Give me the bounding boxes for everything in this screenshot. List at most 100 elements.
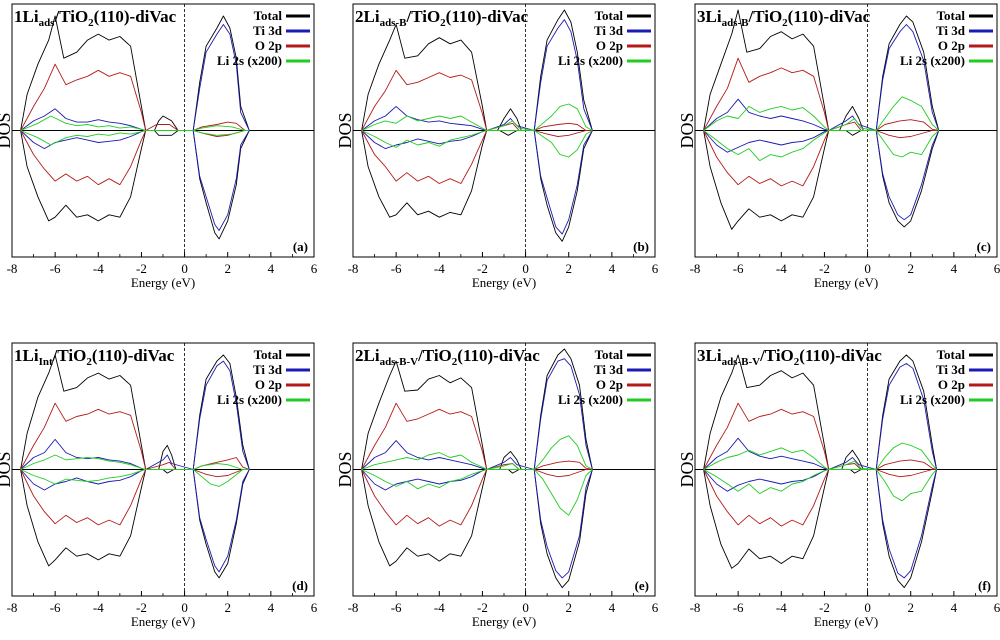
x-tick-label: 6 bbox=[652, 261, 659, 276]
series-li-2s-down bbox=[20, 469, 250, 487]
panel-title: 3Liads-B-V/TiO2(110)-diVac bbox=[697, 346, 882, 368]
legend-label: O 2p bbox=[596, 38, 623, 53]
x-tick-label: 6 bbox=[994, 600, 1000, 615]
title-sub2: 2 bbox=[88, 17, 94, 29]
series-ti-3d-up bbox=[20, 360, 250, 470]
title-middle: /TiO bbox=[747, 7, 782, 26]
legend-label: Li 2s (x200) bbox=[558, 392, 623, 407]
panel-letter: (b) bbox=[633, 239, 649, 254]
title-prefix: 2Li bbox=[355, 7, 380, 26]
x-tick-label: 6 bbox=[311, 600, 318, 615]
legend-label: O 2p bbox=[938, 377, 965, 392]
title-suffix: (110)-diVac bbox=[94, 7, 177, 26]
panel-title: 1Liads/TiO2(110)-diVac bbox=[14, 7, 177, 29]
series-li-2s-up bbox=[20, 454, 250, 470]
series-ti-3d-up bbox=[703, 363, 938, 470]
x-tick-label: -2 bbox=[819, 600, 830, 615]
x-tick-label: -4 bbox=[434, 261, 445, 276]
title-prefix: 1Li bbox=[14, 7, 39, 26]
x-tick-label: 6 bbox=[994, 261, 1000, 276]
x-tick-label: -2 bbox=[136, 600, 147, 615]
x-tick-label: 0 bbox=[864, 261, 871, 276]
x-tick-label: -2 bbox=[819, 261, 830, 276]
series-li-2s-down bbox=[703, 130, 940, 162]
x-axis-label: Energy (eV) bbox=[814, 275, 878, 290]
series-total-undefined-down bbox=[703, 130, 940, 230]
x-tick-label: 4 bbox=[609, 600, 616, 615]
series-total-undefined-down bbox=[703, 469, 938, 589]
x-tick-label: 2 bbox=[907, 600, 914, 615]
series-ti-3d-down bbox=[703, 469, 938, 579]
title-prefix: 3Li bbox=[697, 7, 722, 26]
title-suffix: (110)-diVac bbox=[92, 346, 175, 365]
series-li-2s-up bbox=[20, 115, 250, 131]
title-middle: /TiO bbox=[759, 346, 794, 365]
x-tick-label: 6 bbox=[311, 261, 318, 276]
series-o-2p-up bbox=[361, 402, 593, 470]
x-tick-label: -2 bbox=[136, 261, 147, 276]
series-total-undefined-up bbox=[20, 15, 250, 131]
series-total-undefined-down bbox=[361, 469, 593, 589]
legend-label: Total bbox=[254, 347, 283, 362]
series-total-undefined-up bbox=[20, 354, 250, 470]
series-li-2s-up bbox=[361, 103, 593, 131]
x-tick-label: 4 bbox=[951, 261, 958, 276]
legend-label: Total bbox=[595, 347, 624, 362]
x-axis-label: Energy (eV) bbox=[472, 614, 536, 629]
x-tick-label: -4 bbox=[776, 600, 787, 615]
legend-label: Ti 3d bbox=[936, 362, 966, 377]
x-tick-label: 4 bbox=[609, 261, 616, 276]
title-prefix: 1Li bbox=[14, 346, 39, 365]
x-tick-label: 0 bbox=[181, 261, 188, 276]
dos-panel-e: -8 -6 -4 -2 0 2 4 6 Energy (eV) DOS 2Liads-B-V/TiO… bbox=[335, 342, 659, 629]
x-tick-label: -2 bbox=[477, 261, 488, 276]
x-tick-label: -8 bbox=[348, 600, 359, 615]
x-tick-label: 2 bbox=[224, 261, 231, 276]
series-li-2s-up bbox=[361, 435, 593, 470]
x-tick-label: -4 bbox=[776, 261, 787, 276]
series-li-2s-up bbox=[703, 442, 937, 470]
legend-label: Ti 3d bbox=[253, 23, 283, 38]
title-suffix: (110)-diVac bbox=[799, 346, 882, 365]
legend-label: O 2p bbox=[596, 377, 623, 392]
series-o-2p-down bbox=[361, 130, 593, 184]
series-total-undefined-down bbox=[361, 130, 593, 242]
panel-letter: (e) bbox=[635, 578, 649, 593]
x-tick-label: -4 bbox=[93, 261, 104, 276]
x-tick-label: 0 bbox=[864, 600, 871, 615]
legend-label: Li 2s (x200) bbox=[558, 53, 623, 68]
x-tick-label: 2 bbox=[224, 600, 231, 615]
dos-panel-f: -8 -6 -4 -2 0 2 4 6 Energy (eV) DOS 3Liads-B-V/TiO… bbox=[677, 342, 1000, 629]
x-tick-label: -6 bbox=[391, 261, 402, 276]
title-sub: ads-B bbox=[380, 17, 408, 29]
x-tick-label: -6 bbox=[733, 600, 744, 615]
title-middle: /TiO bbox=[52, 346, 87, 365]
x-tick-label: 2 bbox=[907, 261, 914, 276]
x-tick-label: 4 bbox=[268, 600, 275, 615]
panel-letter: (a) bbox=[293, 239, 308, 254]
y-axis-label: DOS bbox=[677, 112, 697, 148]
y-axis-label: DOS bbox=[335, 112, 355, 148]
series-total-undefined-down bbox=[20, 130, 250, 240]
series-total-undefined-down bbox=[20, 469, 250, 579]
title-sub: ads-B bbox=[722, 17, 750, 29]
series-ti-3d-down bbox=[20, 130, 250, 231]
title-prefix: 2Li bbox=[355, 346, 380, 365]
series-li-2s-down bbox=[703, 469, 937, 502]
series-ti-3d-down bbox=[703, 130, 940, 221]
panel-title: 2Liads-B-V/TiO2(110)-diVac bbox=[355, 346, 540, 368]
x-tick-label: 4 bbox=[951, 600, 958, 615]
title-suffix: (110)-diVac bbox=[446, 7, 529, 26]
x-tick-label: -8 bbox=[7, 600, 18, 615]
x-tick-label: -2 bbox=[477, 600, 488, 615]
x-axis-label: Energy (eV) bbox=[131, 275, 195, 290]
series-ti-3d-up bbox=[20, 24, 250, 131]
legend-label: Total bbox=[254, 8, 283, 23]
legend-label: Ti 3d bbox=[936, 23, 966, 38]
title-sub: ads-B-V bbox=[722, 356, 761, 368]
title-sub2: 2 bbox=[86, 356, 92, 368]
